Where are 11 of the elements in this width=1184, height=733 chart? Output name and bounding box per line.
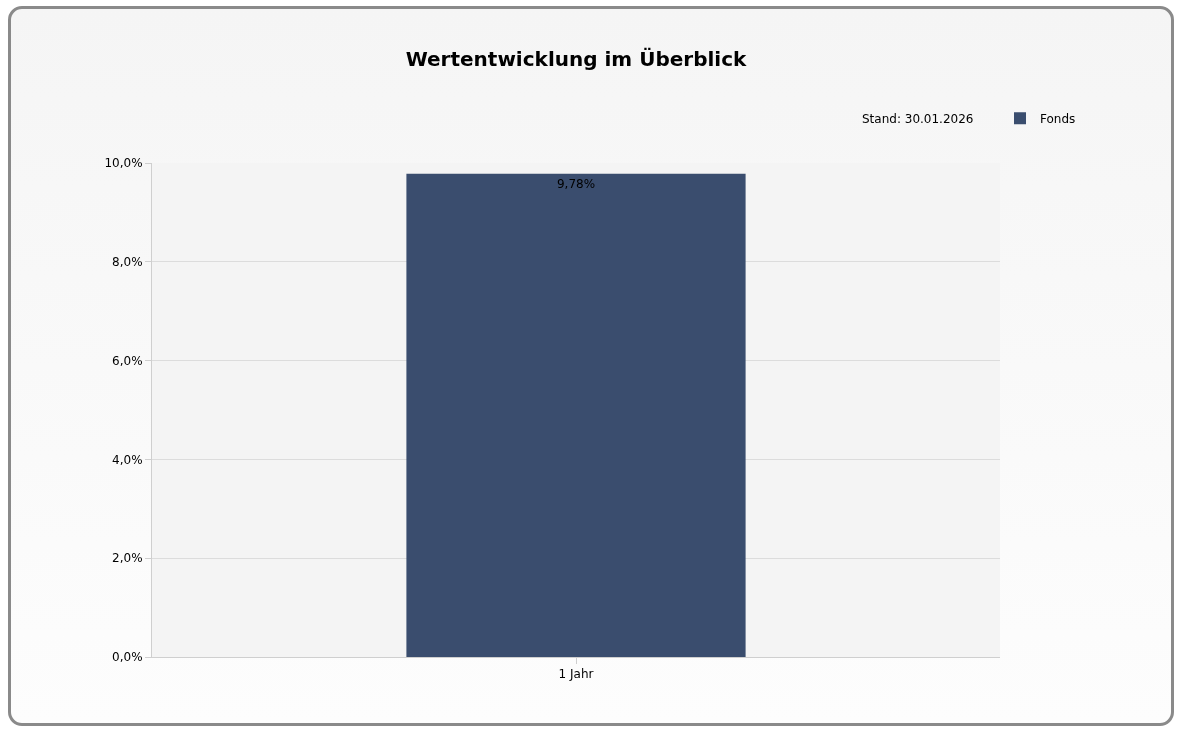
y-tick-label: 6,0%	[112, 353, 143, 368]
chart-title: Wertentwicklung im Überblick	[405, 46, 748, 71]
y-tick-label: 4,0%	[112, 452, 143, 467]
y-tick-label: 0,0%	[112, 650, 143, 665]
data-label: 9,78%	[556, 176, 596, 191]
x-tick-label: 1 Jahr	[558, 667, 594, 682]
y-tick-label: 8,0%	[112, 255, 143, 269]
text: Stand: 30.01.2026	[862, 112, 974, 126]
y-tick-label: 2,0%	[112, 551, 143, 566]
y-tick-label: 10,0%	[104, 156, 143, 171]
legend-label: Fonds	[1040, 111, 1076, 126]
